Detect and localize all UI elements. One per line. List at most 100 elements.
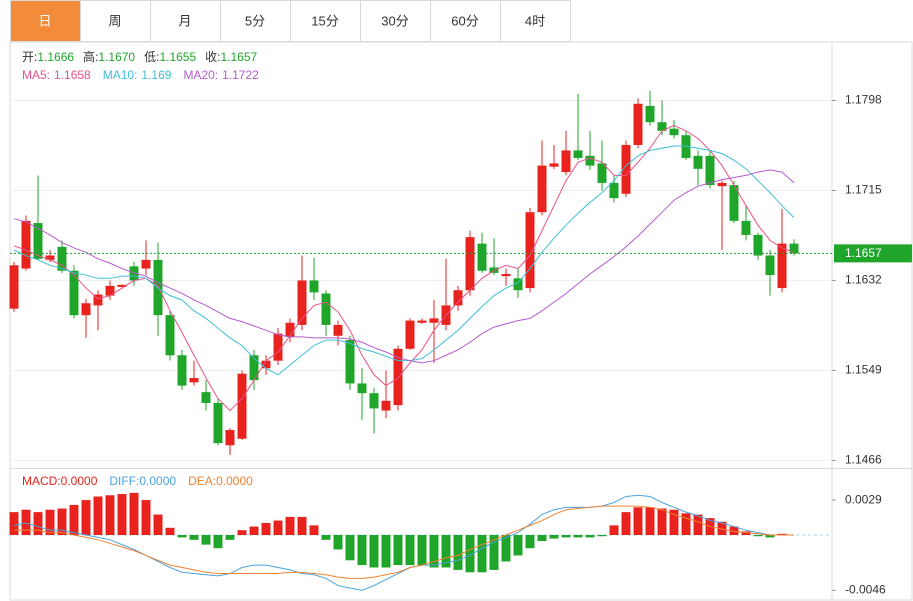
ohlc-legend-value: 1.1666 bbox=[37, 50, 74, 64]
macd-bar bbox=[489, 535, 499, 570]
candle-body bbox=[321, 293, 331, 325]
candle-body bbox=[789, 243, 799, 254]
candle-body bbox=[333, 324, 343, 336]
y-tick-label: 1.1466 bbox=[845, 453, 882, 467]
macd-bar bbox=[645, 507, 655, 535]
candle-body bbox=[609, 182, 619, 199]
macd-bar bbox=[549, 535, 559, 539]
candle-body bbox=[705, 155, 715, 186]
macd-bar bbox=[717, 521, 727, 535]
macd-bar bbox=[297, 516, 307, 535]
candle-body bbox=[105, 285, 115, 296]
tab-label[interactable]: 60分 bbox=[451, 13, 478, 28]
macd-bar bbox=[177, 535, 187, 538]
macd-bar bbox=[525, 535, 535, 549]
candle-body bbox=[429, 318, 439, 323]
candle-body bbox=[417, 320, 427, 323]
candle-body bbox=[513, 278, 523, 291]
candle-body bbox=[501, 273, 511, 277]
tab-label[interactable]: 月 bbox=[178, 13, 191, 28]
candle-body bbox=[741, 220, 751, 235]
candle-body bbox=[693, 155, 703, 169]
candle-body bbox=[249, 355, 259, 381]
ohlc-legend-value: 1.1655 bbox=[159, 50, 196, 64]
candle-body bbox=[285, 322, 295, 337]
candle-body bbox=[537, 165, 547, 213]
ma-legend-name: MA20: bbox=[183, 68, 218, 82]
macd-bar bbox=[93, 496, 103, 535]
tab-label[interactable]: 4时 bbox=[525, 13, 545, 28]
macd-bar bbox=[633, 507, 643, 535]
macd-bar bbox=[261, 522, 271, 535]
macd-bar bbox=[129, 492, 139, 535]
macd-bar bbox=[141, 500, 151, 535]
macd-line bbox=[14, 505, 794, 579]
candle-body bbox=[477, 243, 487, 271]
tab[interactable] bbox=[150, 0, 221, 42]
macd-bar bbox=[69, 504, 79, 535]
candle-body bbox=[549, 163, 559, 167]
candle-body bbox=[777, 243, 787, 289]
ma-line bbox=[13, 145, 795, 376]
tab-label[interactable]: 5分 bbox=[245, 13, 265, 28]
macd-bar bbox=[153, 514, 163, 535]
macd-bar bbox=[33, 512, 43, 535]
tab[interactable] bbox=[500, 0, 571, 42]
macd-bar bbox=[21, 509, 31, 535]
macd-bar bbox=[381, 535, 391, 568]
macd-bar bbox=[669, 509, 679, 535]
y-tick-label: 1.1715 bbox=[845, 183, 882, 197]
macd-bar bbox=[57, 508, 67, 535]
candle-body bbox=[405, 320, 415, 349]
candle-body bbox=[465, 237, 475, 291]
macd-bar bbox=[357, 535, 367, 566]
tab-label[interactable]: 30分 bbox=[381, 13, 408, 28]
y-tick-label: 1.1632 bbox=[845, 273, 882, 287]
tab[interactable] bbox=[10, 0, 81, 42]
macd-bar bbox=[321, 535, 331, 540]
ohlc-legend-value: 1.1670 bbox=[98, 50, 135, 64]
macd-bar bbox=[345, 535, 355, 561]
macd-bar bbox=[729, 526, 739, 535]
candle-body bbox=[141, 259, 151, 269]
candle-body bbox=[93, 294, 103, 306]
macd-bar bbox=[45, 509, 55, 535]
ma-legend: MA5: 1.1658 MA10: 1.169 MA20: 1.1722 bbox=[22, 68, 259, 82]
y-tick-label: 1.1549 bbox=[845, 363, 882, 377]
macd-bar bbox=[165, 527, 175, 535]
tab-label[interactable]: 日 bbox=[38, 13, 51, 28]
macd-bar bbox=[585, 535, 595, 538]
candle-body bbox=[753, 234, 763, 256]
y-tick-label: 1.1798 bbox=[845, 93, 882, 107]
candle-body bbox=[657, 122, 667, 131]
ohlc-legend-label: 高: bbox=[83, 49, 98, 64]
macd-bar bbox=[441, 535, 451, 568]
candle-body bbox=[57, 246, 67, 271]
macd-legend: MACD:0.0000 DIFF:0.0000 DEA:0.0000 bbox=[22, 474, 253, 488]
macd-bar bbox=[741, 531, 751, 535]
candle-body bbox=[45, 255, 55, 260]
candle-body bbox=[213, 402, 223, 444]
candle-body bbox=[765, 255, 775, 276]
macd-bar bbox=[429, 535, 439, 568]
candle-body bbox=[81, 303, 91, 316]
last-price-label: 1.1657 bbox=[845, 246, 882, 260]
candle-body bbox=[201, 392, 211, 403]
macd-bar bbox=[621, 512, 631, 535]
candle-body bbox=[381, 400, 391, 411]
tab-label[interactable]: 周 bbox=[108, 13, 121, 28]
tab[interactable] bbox=[430, 0, 501, 42]
candle-body bbox=[237, 373, 247, 439]
tab[interactable] bbox=[220, 0, 291, 42]
tab[interactable] bbox=[290, 0, 361, 42]
macd-bar bbox=[117, 494, 127, 535]
macd-bar bbox=[609, 525, 619, 535]
ma-legend-name: MA5: bbox=[22, 68, 50, 82]
macd-legend-name: DIFF: bbox=[109, 474, 139, 488]
candle-body bbox=[561, 150, 571, 173]
ma-legend-name: MA10: bbox=[103, 68, 138, 82]
tab[interactable] bbox=[360, 0, 431, 42]
candle-body bbox=[129, 266, 139, 281]
tab-label[interactable]: 15分 bbox=[311, 13, 338, 28]
